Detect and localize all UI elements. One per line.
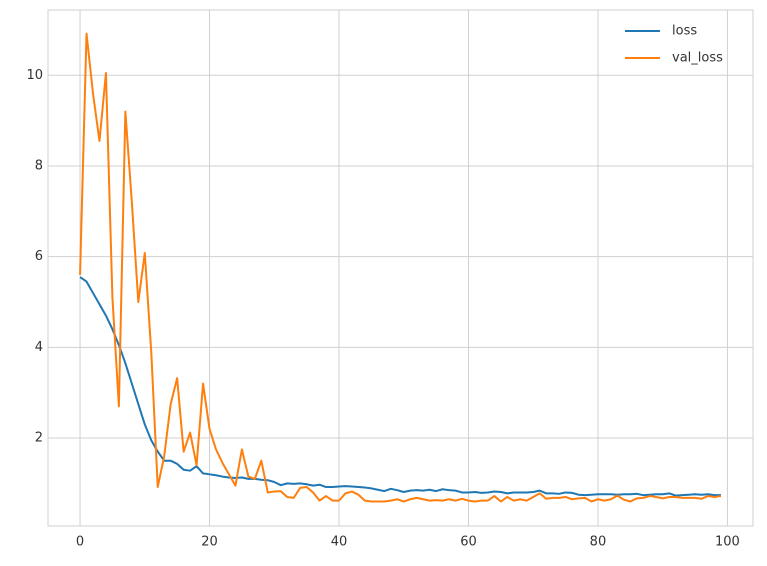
y-tick-label: 6 <box>35 249 43 264</box>
y-tick-label: 2 <box>35 431 43 446</box>
legend-label: val_loss <box>672 51 723 66</box>
legend-label: loss <box>672 24 697 39</box>
x-tick-label: 60 <box>460 535 477 550</box>
x-tick-label: 80 <box>590 535 607 550</box>
y-tick-label: 10 <box>26 68 43 83</box>
line-series <box>79 276 721 497</box>
line-series <box>79 32 722 503</box>
x-tick-label: 40 <box>331 535 348 550</box>
y-tick-label: 8 <box>35 158 43 173</box>
x-tick-label: 20 <box>201 535 218 550</box>
x-tick-label: 100 <box>715 535 740 550</box>
y-tick-label: 4 <box>35 340 43 355</box>
plot-frame <box>47 9 754 527</box>
x-tick-label: 0 <box>76 535 84 550</box>
